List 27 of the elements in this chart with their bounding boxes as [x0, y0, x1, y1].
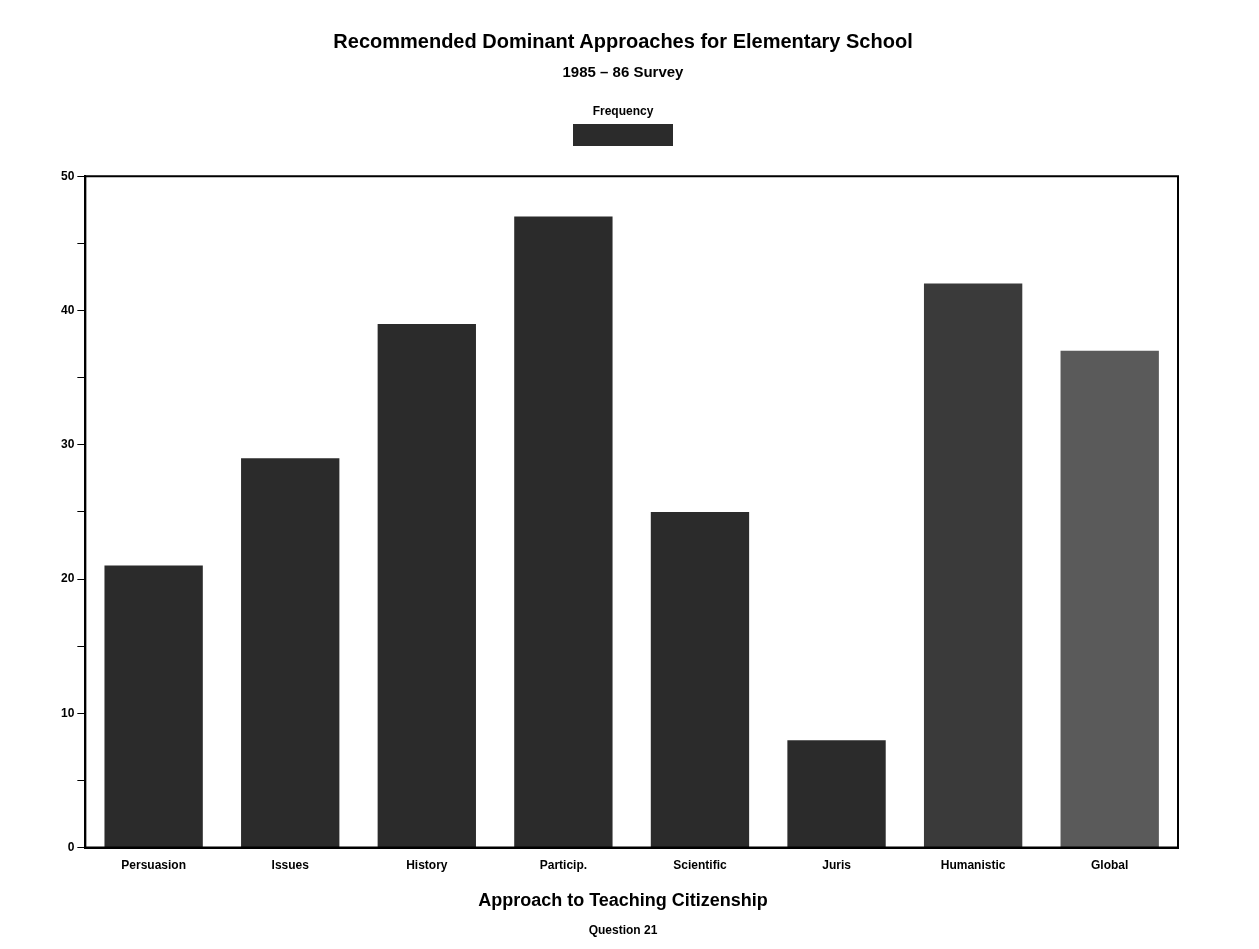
y-tick-label: 40: [60, 302, 75, 317]
bar: [241, 458, 340, 848]
bar: [514, 216, 613, 848]
bar: [787, 740, 886, 848]
bar: [377, 323, 476, 848]
x-tick-label: Global: [1091, 858, 1129, 873]
y-tick-label: 10: [60, 705, 75, 720]
text: Frequency: [592, 104, 654, 118]
y-tick-label: 30: [60, 437, 75, 452]
y-tick-label: 0: [67, 839, 75, 854]
text: Question 21: [587, 923, 659, 937]
bar: [1060, 350, 1159, 848]
chart-title: Recommended Dominant Approaches for Elementary School: [332, 30, 914, 53]
x-axis-title: Approach to Teaching Citizenship: [477, 890, 769, 911]
x-tick-label: Humanistic: [940, 858, 1006, 873]
x-tick-label: History: [406, 858, 448, 873]
bar: [923, 283, 1023, 848]
x-tick-label: Particip.: [539, 858, 588, 873]
y-tick-label: 50: [60, 168, 75, 183]
x-tick-label: Juris: [822, 858, 852, 873]
x-tick-label: Issues: [271, 858, 310, 873]
bar: [650, 511, 750, 848]
chart-subtitle: 1985 – 86 Survey: [561, 63, 685, 80]
x-tick-label: Scientific: [673, 858, 727, 873]
bar: [104, 565, 203, 848]
x-tick-label: Persuasion: [121, 858, 186, 873]
y-tick-label: 20: [60, 571, 75, 586]
